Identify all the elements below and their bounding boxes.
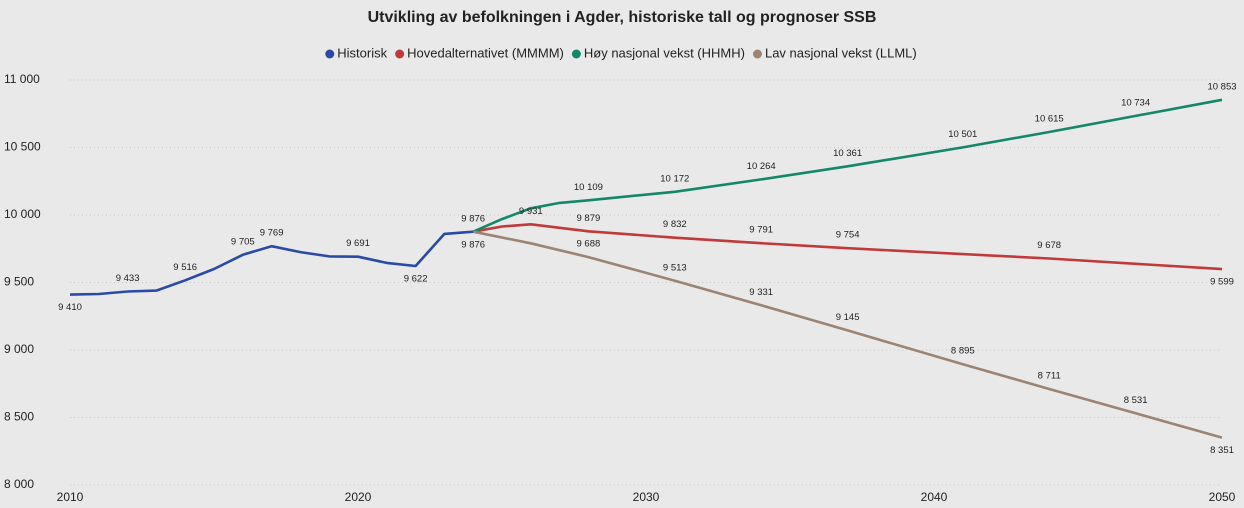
data-label: 9 622: [404, 274, 428, 285]
y-tick-label: 9 000: [4, 342, 34, 356]
x-tick-label: 2030: [633, 490, 660, 504]
data-label: 9 705: [231, 236, 255, 247]
x-tick-label: 2050: [1209, 490, 1236, 504]
data-label: 9 513: [663, 262, 687, 273]
data-label: 9 791: [749, 225, 773, 236]
data-label: 10 615: [1035, 113, 1064, 124]
line-series: [472, 230, 1223, 439]
line-series: [472, 223, 1223, 271]
x-tick-label: 2020: [345, 490, 372, 504]
y-tick-label: 11 000: [4, 72, 40, 86]
y-tick-label: 8 500: [4, 410, 34, 424]
legend-label: Historisk: [337, 45, 387, 60]
data-label: 10 361: [833, 148, 862, 159]
legend: Historisk Hovedalternativet (MMMM) Høy nas…: [325, 45, 917, 60]
data-label: 9 331: [749, 287, 773, 298]
legend-marker: [571, 49, 581, 59]
data-label: 9 879: [577, 213, 601, 224]
data-label: 9 931: [519, 206, 543, 217]
legend-label: Lav nasjonal vekst (LLML): [765, 45, 917, 60]
data-label: 9 876: [461, 213, 485, 224]
data-label: 9 516: [173, 262, 197, 273]
data-label: 9 754: [836, 230, 860, 241]
data-label: 9 433: [116, 273, 140, 284]
x-tick-label: 2040: [921, 490, 948, 504]
data-label: 10 264: [747, 161, 776, 172]
data-label: 10 109: [574, 182, 603, 193]
y-tick-label: 8 000: [4, 477, 34, 491]
data-label: 9 599: [1210, 277, 1234, 288]
y-tick-label: 9 500: [4, 275, 34, 289]
data-label: 8 531: [1124, 395, 1148, 406]
data-label: 10 853: [1207, 81, 1236, 92]
data-label: 9 145: [836, 312, 860, 323]
legend-label: Høy nasjonal vekst (HHMH): [584, 45, 745, 60]
data-label: 8 895: [951, 346, 975, 357]
legend-label: Hovedalternativet (MMMM): [407, 45, 564, 60]
line-series: [69, 230, 474, 296]
data-label: 9 678: [1037, 240, 1061, 251]
data-label: 8 711: [1038, 371, 1061, 382]
data-label: 9 876: [461, 239, 485, 250]
legend-marker: [325, 49, 335, 59]
data-label: 10 734: [1121, 97, 1150, 108]
y-tick-label: 10 500: [4, 140, 41, 154]
data-label: 9 769: [260, 228, 284, 239]
data-label: 10 172: [660, 173, 689, 184]
data-label: 9 410: [58, 302, 82, 313]
data-label: 9 691: [346, 238, 370, 249]
line-series: [472, 98, 1223, 233]
data-label: 9 688: [577, 239, 601, 250]
x-tick-label: 2010: [57, 490, 84, 504]
data-label: 8 351: [1210, 445, 1234, 456]
y-tick-label: 10 000: [4, 207, 41, 221]
data-label: 10 501: [948, 129, 977, 140]
data-label: 9 832: [663, 219, 687, 230]
legend-marker: [752, 49, 762, 59]
chart-title: Utvikling av befolkningen i Agder, histo…: [368, 9, 877, 26]
legend-marker: [395, 49, 405, 59]
